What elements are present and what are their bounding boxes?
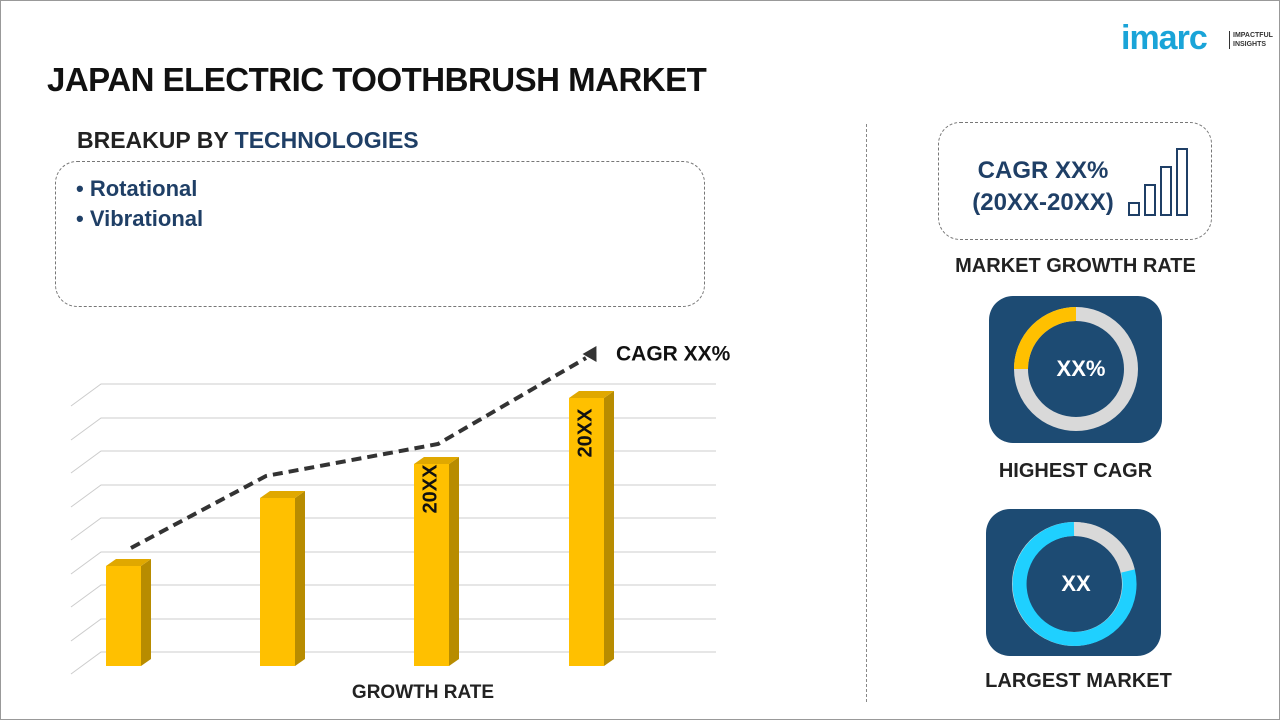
donut: XX bbox=[1012, 521, 1137, 646]
grid bbox=[70, 383, 716, 675]
donut-value: XX% bbox=[1057, 356, 1106, 381]
grid-line bbox=[70, 517, 716, 541]
cagr-line: (20XX-20XX) bbox=[972, 189, 1114, 216]
bar bbox=[260, 498, 295, 666]
bar bbox=[414, 464, 449, 666]
donut-value: XX bbox=[1061, 571, 1091, 596]
cagr-caption: MARKET GROWTH RATE bbox=[955, 255, 1196, 277]
heading-prefix: BREAKUP BY bbox=[77, 127, 229, 153]
cagr-line: CAGR XX% bbox=[977, 157, 1109, 184]
largest-market-tile: XX bbox=[986, 509, 1161, 656]
bar bbox=[106, 566, 141, 666]
bars-icon bbox=[1128, 148, 1188, 216]
trend-label: CAGR XX% bbox=[616, 343, 731, 366]
grid-line bbox=[70, 551, 716, 575]
title: JAPAN ELECTRIC TOOTHBRUSH MARKET bbox=[47, 61, 707, 98]
axis-label: GROWTH RATE bbox=[352, 682, 494, 703]
grid-line bbox=[70, 651, 716, 675]
highest-cagr-tile: XX% bbox=[989, 296, 1162, 443]
growth-chart: 20XX 20XX CAGR XX% GROWTH RATE bbox=[70, 343, 731, 703]
donut: XX% bbox=[1014, 307, 1138, 431]
logo-brand: imarc bbox=[1121, 19, 1208, 57]
bar-label: 20XX bbox=[574, 408, 596, 458]
bar-top bbox=[260, 491, 305, 498]
highest-cagr-caption: HIGHEST CAGR bbox=[998, 460, 1153, 482]
tagline: INSIGHTS bbox=[1233, 41, 1267, 48]
trend-arrow bbox=[582, 345, 597, 363]
heading-topic: TECHNOLOGIES bbox=[234, 127, 419, 153]
bar-top bbox=[569, 391, 614, 398]
trend-line bbox=[130, 356, 588, 550]
logo-tagline: IMPACTFUL INSIGHTS bbox=[1229, 31, 1273, 49]
bar-label: 20XX bbox=[419, 464, 441, 514]
grid-line bbox=[70, 383, 716, 407]
breakup-box: Rotational Vibrational bbox=[55, 161, 705, 307]
bar bbox=[569, 398, 604, 666]
breakup-list: Rotational Vibrational bbox=[56, 162, 704, 234]
bar-side bbox=[449, 457, 459, 666]
bar-side bbox=[604, 391, 614, 666]
bar-top bbox=[106, 559, 151, 566]
breakup-item: Rotational bbox=[76, 174, 704, 204]
cagr-card: CAGR XX% (20XX-20XX) bbox=[938, 122, 1212, 240]
grid-line bbox=[70, 417, 716, 441]
grid-line bbox=[70, 584, 716, 608]
grid-line bbox=[70, 618, 716, 642]
grid-line bbox=[70, 484, 716, 508]
tagline: IMPACTFUL bbox=[1233, 32, 1273, 39]
bar-side bbox=[295, 491, 305, 666]
grid-line bbox=[70, 450, 716, 474]
divider bbox=[866, 124, 867, 702]
bars bbox=[106, 391, 614, 666]
breakup-heading: BREAKUP BY TECHNOLOGIES bbox=[77, 127, 419, 154]
largest-market-caption: LARGEST MARKET bbox=[985, 670, 1172, 692]
cagr-text: CAGR XX% (20XX-20XX) bbox=[953, 155, 1133, 219]
breakup-item: Vibrational bbox=[76, 204, 704, 234]
bar-top bbox=[414, 457, 459, 464]
bar-side bbox=[141, 559, 151, 666]
